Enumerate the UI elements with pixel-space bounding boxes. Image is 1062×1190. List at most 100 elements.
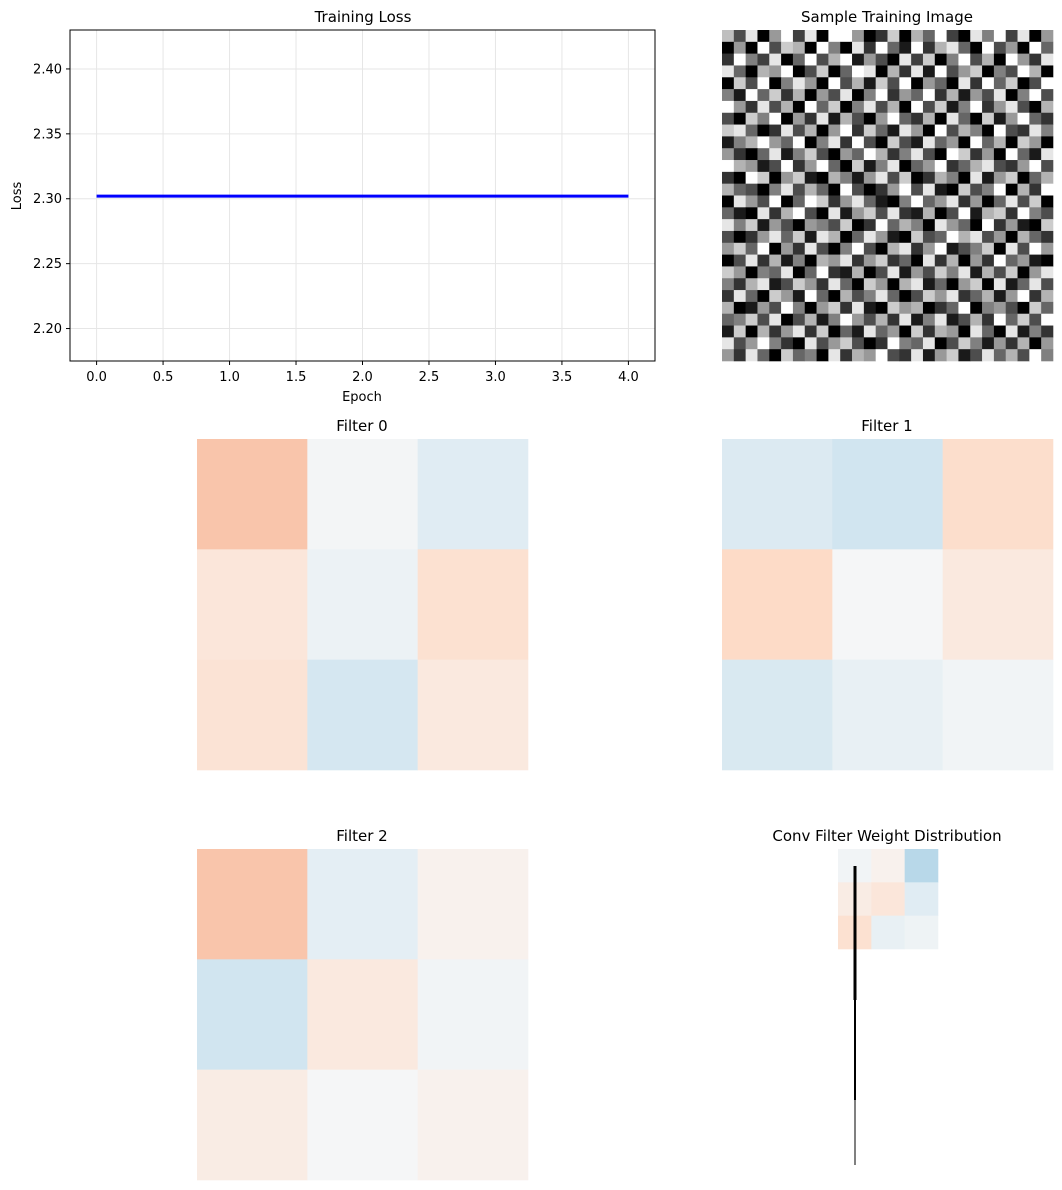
pixel-cell [970,124,983,137]
pixel-cell [911,100,924,114]
pixel-cell [922,65,936,78]
pixel-cell [852,207,865,220]
filter-cell [904,849,939,883]
pixel-cell [745,254,758,267]
pixel-cell [745,183,758,196]
pixel-cell [792,349,806,362]
pixel-cell [816,266,829,279]
pixel-cell [852,349,865,362]
pixel-cell [922,89,936,102]
pixel-cell [887,112,900,125]
pixel-cell [804,301,817,315]
pixel-cell [769,65,782,78]
pixel-cell [887,53,900,66]
filter-cell [307,549,418,660]
pixel-cell [852,278,865,291]
pixel-cell [970,325,983,338]
pixel-cell [828,89,841,102]
pixel-cell [982,207,995,220]
pixel-cell [828,313,841,326]
pixel-cell [863,230,876,244]
pixel-cell [1005,313,1018,326]
pixel-cell [852,100,865,114]
pixel-cell [1017,301,1030,315]
pixel-cell [816,41,829,54]
pixel-cell [769,301,782,315]
pixel-cell [993,41,1007,54]
pixel-cell [970,89,983,102]
pixel-cell [828,242,841,255]
pixel-cell [781,313,794,326]
loss-x-axis-label: Epoch [342,390,382,405]
pixel-cell [1017,171,1030,184]
pixel-cell [934,290,947,303]
pixel-cell [958,349,971,362]
pixel-cell [1029,230,1042,244]
pixel-cell [840,183,853,196]
pixel-cell [970,254,983,267]
pixel-cell [757,65,770,78]
pixel-cell [1041,41,1054,54]
pixel-cell [934,195,947,208]
pixel-cell [899,77,912,90]
pixel-cell [934,53,947,66]
pixel-cell [840,313,853,326]
pixel-cell [911,290,924,303]
pixel-cell [970,65,983,78]
pixel-cell [733,100,746,114]
pixel-cell [875,219,888,232]
pixel-cell [733,124,746,137]
pixel-cell [875,313,888,326]
pixel-cell [722,278,735,291]
pixel-cell [745,136,758,149]
pixel-cell [1005,242,1018,255]
filter-cell [722,439,833,550]
pixel-cell [899,183,912,196]
pixel-cell [733,337,746,350]
pixel-cell [899,349,912,362]
pixel-cell [970,242,983,255]
pixel-cell [745,112,758,125]
pixel-cell [946,313,959,326]
pixel-cell [970,278,983,291]
pixel-cell [769,30,782,43]
pixel-cell [875,65,888,78]
pixel-cell [922,100,936,114]
pixel-cell [911,89,924,102]
pixel-cell [1005,160,1018,173]
pixel-cell [840,254,853,267]
pixel-cell [899,337,912,350]
pixel-cell [946,65,959,78]
x-tick-label: 1.5 [286,370,307,385]
pixel-cell [840,290,853,303]
pixel-cell [887,136,900,149]
pixel-cell [958,254,971,267]
pixel-cell [863,278,876,291]
pixel-cell [840,160,853,173]
pixel-cell [993,136,1007,149]
pixel-cell [863,53,876,66]
pixel-cell [816,183,829,196]
filter-1-heatmap [722,439,1054,771]
pixel-cell [1005,89,1018,102]
pixel-cell [792,242,806,255]
pixel-cell [993,349,1007,362]
pixel-cell [1041,30,1054,43]
pixel-cell [828,207,841,220]
pixel-cell [863,337,876,350]
pixel-cell [922,337,936,350]
pixel-cell [733,171,746,184]
pixel-cell [816,207,829,220]
pixel-cell [852,219,865,232]
filter-cell [307,1069,418,1181]
filter-cell [197,659,308,771]
filter-cell [722,549,833,660]
pixel-cell [863,77,876,90]
pixel-cell [887,290,900,303]
pixel-cell [875,183,888,196]
pixel-cell [958,207,971,220]
pixel-cell [982,301,995,315]
pixel-cell [982,337,995,350]
pixel-cell [958,160,971,173]
pixel-cell [946,349,959,362]
